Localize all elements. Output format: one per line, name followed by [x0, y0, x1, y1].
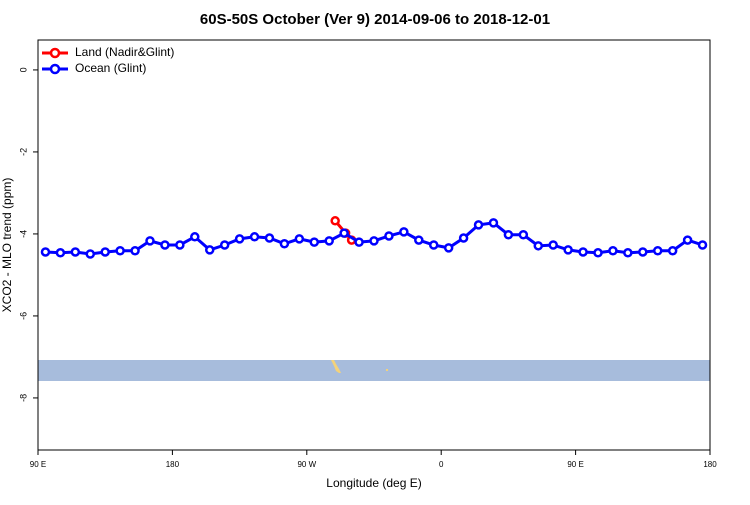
data-point [608, 245, 618, 256]
x-tick-label: 90 E [30, 460, 46, 469]
data-point [100, 247, 110, 257]
data-point [160, 240, 170, 250]
data-point [204, 245, 215, 255]
data-point [667, 245, 678, 256]
data-point [652, 245, 663, 256]
data-point [130, 245, 140, 256]
data-point [55, 248, 66, 258]
y-tick-label: 0 [18, 67, 28, 72]
legend-label: Land (Nadir&Glint) [75, 45, 174, 59]
legend-swatch [49, 47, 61, 59]
data-point [354, 237, 364, 247]
data-point [115, 245, 125, 256]
data-point [697, 240, 708, 250]
data-point [682, 235, 693, 245]
x-tick-label: 90 W [297, 460, 316, 469]
data-point [294, 234, 305, 244]
data-point [249, 232, 260, 242]
land-patch [386, 369, 388, 371]
data-point [309, 237, 320, 247]
data-point [414, 235, 424, 245]
data-point [324, 236, 334, 246]
data-point [443, 243, 454, 253]
data-point [279, 239, 290, 249]
y-tick-label: -8 [18, 394, 28, 402]
map-strip [38, 360, 710, 381]
data-point [384, 231, 394, 241]
legend-label: Ocean (Glint) [75, 61, 146, 75]
data-point [503, 230, 514, 240]
x-tick-label: 90 E [567, 460, 583, 469]
data-point [369, 236, 379, 246]
data-point [638, 247, 648, 257]
x-tick-label: 180 [703, 460, 717, 469]
data-point [623, 248, 633, 258]
x-axis-label: Longitude (deg E) [326, 476, 421, 490]
y-tick-label: -4 [18, 230, 28, 238]
legend-swatch [49, 63, 61, 75]
data-point [593, 248, 603, 258]
data-point [70, 247, 81, 257]
data-point [219, 240, 230, 250]
data-point [533, 241, 544, 251]
chart-title: 60S-50S October (Ver 9) 2014-09-06 to 20… [200, 11, 550, 28]
data-point [190, 232, 200, 242]
x-tick-label: 180 [166, 460, 180, 469]
y-tick-label: -2 [18, 148, 28, 156]
data-point [473, 220, 484, 230]
data-point [175, 240, 185, 250]
data-point [488, 218, 499, 228]
data-point [264, 233, 275, 243]
data-point [518, 230, 529, 240]
data-point [339, 228, 349, 238]
data-point [234, 234, 245, 244]
data-point [458, 233, 469, 243]
data-point [330, 216, 340, 226]
data-point [399, 227, 409, 237]
data-point [145, 236, 155, 246]
x-tick-label: 0 [439, 460, 444, 469]
data-point [548, 240, 558, 250]
data-point [578, 247, 588, 257]
land-patch [331, 360, 341, 373]
plot-frame [37, 39, 711, 451]
data-point [40, 247, 51, 257]
y-tick-label: -6 [18, 312, 28, 320]
data-point [428, 240, 439, 250]
y-axis-label: XCO2 - MLO trend (ppm) [0, 178, 14, 313]
data-point [85, 249, 96, 259]
data-point [563, 245, 573, 255]
